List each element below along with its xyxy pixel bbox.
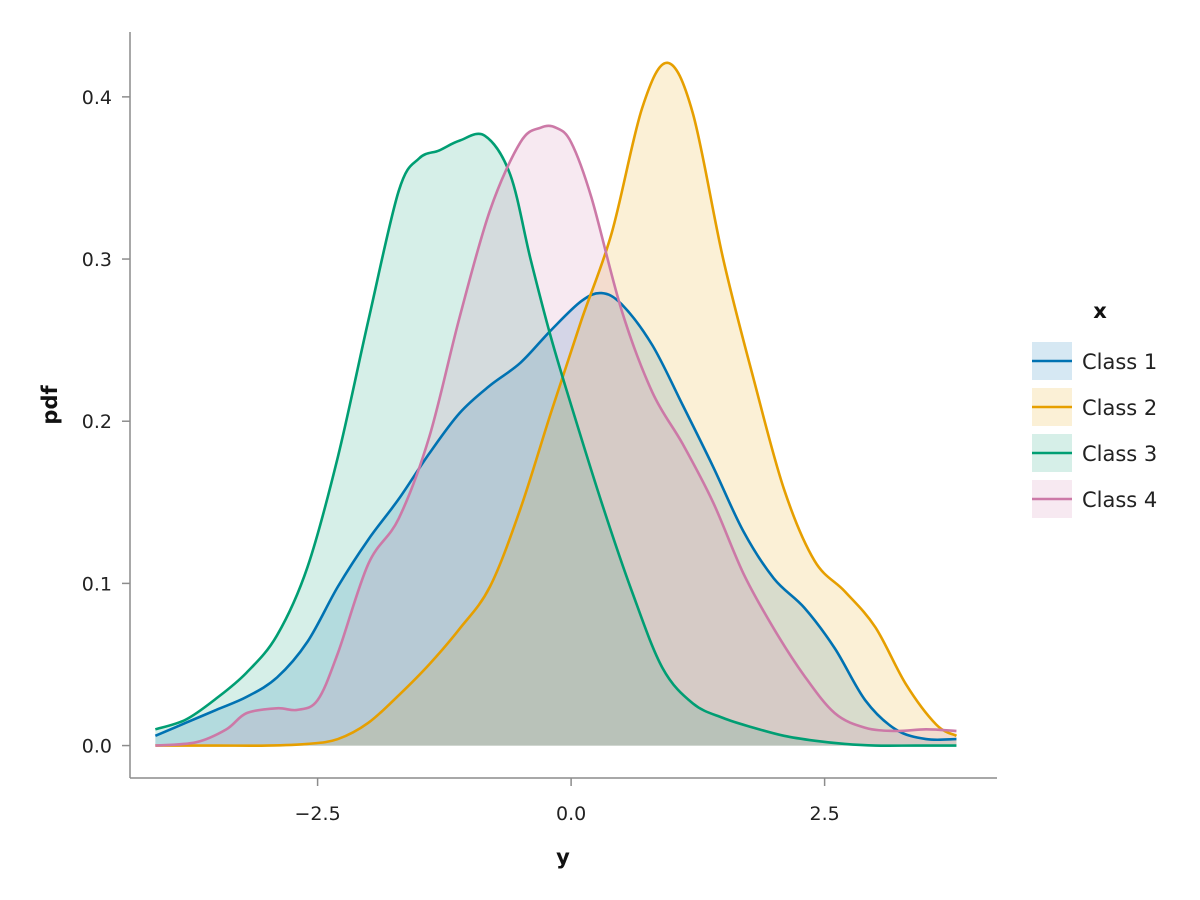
y-axis-title: pdf xyxy=(38,385,62,425)
legend-label: Class 4 xyxy=(1082,488,1157,512)
legend-label: Class 2 xyxy=(1082,396,1157,420)
y-tick-label: 0.2 xyxy=(82,411,112,433)
legend: x Class 1 Class 2 Class 3 Class 4 xyxy=(1032,299,1157,518)
legend-label: Class 1 xyxy=(1082,350,1157,374)
density-line-series-3 xyxy=(154,132,957,747)
x-tick-label: −2.5 xyxy=(295,803,341,825)
axes xyxy=(129,32,997,779)
x-axis-title: y xyxy=(556,845,570,869)
x-tick-label: 0.0 xyxy=(556,803,586,825)
y-tick-label: 0.0 xyxy=(82,736,112,758)
y-tick-label: 0.1 xyxy=(82,573,112,595)
y-tick-label: 0.4 xyxy=(82,87,112,109)
y-ticks: 0.0 0.1 0.2 0.3 0.4 xyxy=(82,87,130,758)
density-area-series-2 xyxy=(155,62,957,746)
density-areas xyxy=(155,62,957,746)
x-tick-label: 2.5 xyxy=(810,803,840,825)
density-lines xyxy=(154,61,958,747)
y-tick-label: 0.3 xyxy=(82,249,112,271)
density-area-series-3 xyxy=(155,133,957,746)
density-area-series-1 xyxy=(155,293,957,746)
density-line-series-2 xyxy=(155,61,958,747)
density-line-series-1 xyxy=(154,291,957,742)
density-line-series-4 xyxy=(155,124,957,747)
density-area-series-4 xyxy=(155,125,957,746)
x-ticks: −2.5 0.0 2.5 xyxy=(295,778,840,825)
legend-label: Class 3 xyxy=(1082,442,1157,466)
legend-title: x xyxy=(1093,299,1107,323)
